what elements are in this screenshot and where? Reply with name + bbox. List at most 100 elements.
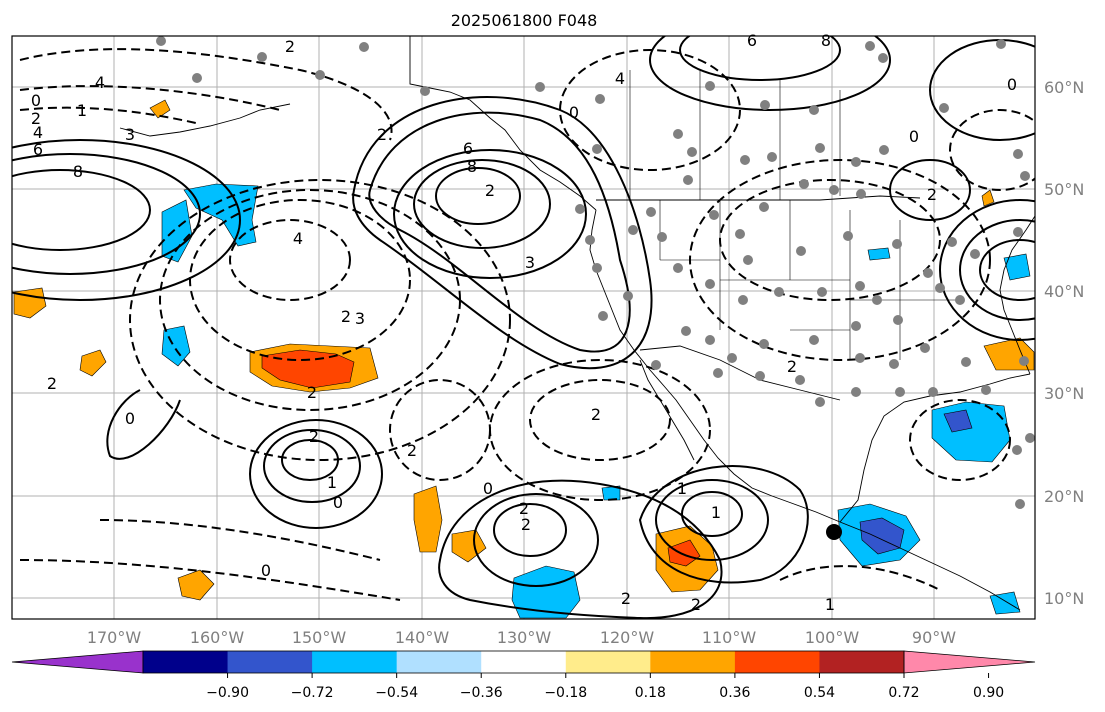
- contour-label: 2: [591, 405, 601, 424]
- lat-label-50n: 50°N: [1044, 180, 1084, 199]
- us-canada-border: [596, 195, 921, 201]
- blue-patch-caribbean: [989, 591, 1021, 615]
- orange-patch-gulf-alaska: [149, 99, 171, 119]
- contour-label: 2: [927, 185, 937, 204]
- high-contour-east-3: [939, 199, 1035, 341]
- darkblue-patch-gulf-of-mexico: [943, 409, 973, 433]
- low-contour-hudson: [949, 109, 1035, 191]
- east-coast: [999, 215, 1035, 375]
- contour-label: 6: [747, 31, 757, 50]
- contour-label: 8: [821, 31, 831, 50]
- high-contour-north-2: [649, 36, 891, 111]
- latitude-axis: 60°N 50°N 40°N 30°N 20°N 10°N: [1044, 78, 1084, 608]
- blue-patch-aleutians-west: [161, 199, 193, 263]
- contour-label: 4: [293, 229, 303, 248]
- lon-label-110w: 110°W: [702, 628, 757, 647]
- colorbar-segment: [143, 651, 229, 673]
- high-contour-mexico-2: [655, 479, 769, 561]
- contour-label: 3: [125, 125, 135, 144]
- colorbar-segment: [734, 651, 820, 673]
- colorbar-tick-label: 0.90: [973, 685, 1004, 701]
- high-contour-gulf-alaska-2: [413, 159, 551, 249]
- colorbar-tick-labels: −0.90 −0.72 −0.54 −0.36 −0.18 0.18 0.36 0.54 0.7…: [206, 673, 1004, 701]
- dashed-contours: [19, 48, 1035, 601]
- high-contour-south-pacific-3: [438, 479, 723, 619]
- high-contour-mexico-1: [681, 491, 743, 537]
- low-contour-pacific-3: [159, 189, 461, 411]
- gulf-coast: [839, 373, 1031, 523]
- map-area: [12, 36, 1035, 619]
- low-contour-subtropic-1: [529, 379, 671, 461]
- canada-provinces: [629, 70, 841, 200]
- colorbar-segment: [312, 651, 398, 673]
- low-contour-pacific-4: [129, 179, 511, 461]
- contour-label: 8: [73, 162, 83, 181]
- shaded-anomalies: [13, 99, 1035, 619]
- north-america-west-coast: [589, 209, 841, 523]
- orange-patch-great-lakes: [981, 189, 995, 207]
- low-contour-central-america: [779, 565, 941, 591]
- lon-label-100w: 100°W: [805, 628, 860, 647]
- contour-label: 2: [377, 125, 387, 144]
- contour-label: 2: [485, 181, 495, 200]
- contour-label: 8: [467, 157, 477, 176]
- contour-label: 0: [261, 561, 271, 580]
- low-contour-canada-2: [689, 159, 991, 361]
- location-marker-black-dot: [826, 524, 842, 540]
- contour-label: 2: [691, 595, 701, 614]
- low-contour-bering-3: [19, 106, 201, 125]
- lon-label-140w: 140°W: [395, 628, 450, 647]
- contour-label: 1: [825, 595, 835, 614]
- low-contour-bering: [19, 48, 393, 141]
- contour-label: 2: [285, 37, 295, 56]
- contour-label: 2: [47, 374, 57, 393]
- high-contour-mexico-3: [638, 465, 809, 584]
- colorbar-cells: [11, 650, 1036, 674]
- contour-label: 4: [615, 69, 625, 88]
- high-contour-east-2: [959, 219, 1035, 321]
- contour-label: 1: [327, 473, 337, 492]
- red-blob-central-pacific-core: [261, 349, 355, 389]
- contour-label: 6: [463, 139, 473, 158]
- red-patch-mexico-coast: [667, 539, 701, 567]
- high-contour-central-pacific-3: [249, 419, 383, 529]
- contour-label: 2: [787, 357, 797, 376]
- contour-label: 4: [95, 73, 105, 92]
- contour-label: 2: [407, 441, 417, 460]
- orange-patch-140w: [413, 485, 443, 553]
- colorbar-segment: [227, 651, 313, 673]
- contour-label: 2: [307, 383, 317, 402]
- low-contour-northwest-canada: [559, 49, 741, 171]
- figure-title: 2025061800 F048: [451, 11, 598, 30]
- colorbar-tick-label: −0.90: [206, 685, 249, 701]
- colorbar-segment: [819, 651, 905, 673]
- contour-label: 2: [31, 109, 41, 128]
- contour-label: 0: [569, 103, 579, 122]
- coastlines-and-borders: [119, 36, 1035, 611]
- contour-label: 0: [909, 127, 919, 146]
- contour-label: 1: [77, 101, 87, 120]
- colorbar-tick-label: 0.18: [635, 685, 666, 701]
- lon-label-170w: 170°W: [87, 628, 142, 647]
- contour-label: 2: [621, 589, 631, 608]
- colorbar-tick-label: −0.18: [544, 685, 587, 701]
- us-mexico-border: [639, 345, 841, 401]
- low-contour-canada-1: [719, 179, 941, 301]
- colorbar: −0.90 −0.72 −0.54 −0.36 −0.18 0.18 0.36 0.54 0.7…: [11, 650, 1036, 701]
- colorbar-segment: [650, 651, 736, 673]
- blue-patch-small-2: [867, 247, 891, 261]
- zero-contour-west: [106, 389, 181, 460]
- lon-label-150w: 150°W: [292, 628, 347, 647]
- colorbar-tick-label: 0.72: [888, 685, 919, 701]
- low-contour-bering-2: [19, 85, 281, 111]
- station-dots: [156, 36, 1035, 509]
- contour-label: 0: [1007, 75, 1017, 94]
- colorbar-tick-label: −0.54: [375, 685, 418, 701]
- high-contour-west-2: [12, 153, 201, 275]
- colorbar-segment: [396, 651, 482, 673]
- colorbar-outline: [142, 650, 905, 674]
- lat-label-60n: 60°N: [1044, 78, 1084, 97]
- high-contour-south-pacific-1: [493, 503, 567, 557]
- lon-label-120w: 120°W: [600, 628, 655, 647]
